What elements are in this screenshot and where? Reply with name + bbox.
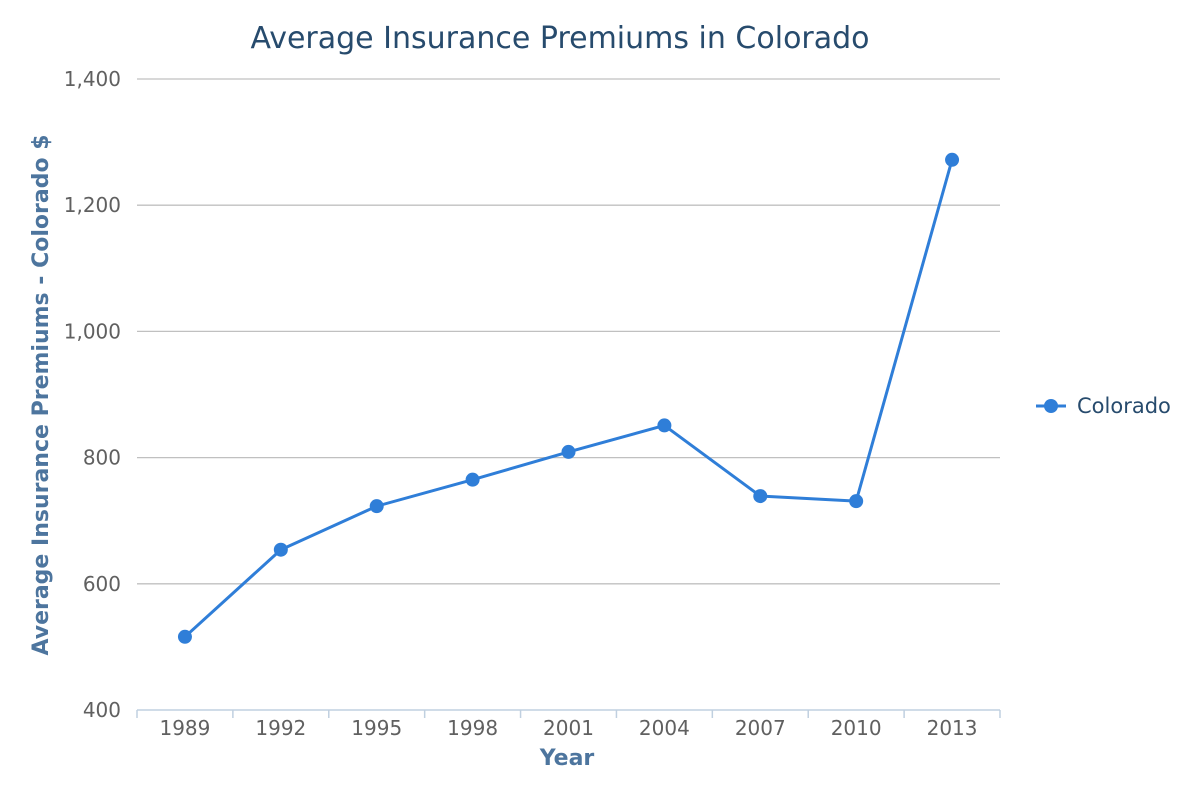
legend-label-colorado: Colorado (1077, 394, 1171, 418)
chart-title: Average Insurance Premiums in Colorado (250, 21, 869, 56)
x-axis: 1989 1992 1995 1998 2001 2004 2007 2010 2013 (136, 709, 1001, 740)
data-point (561, 444, 576, 459)
data-point (753, 489, 768, 504)
x-tick-label: 1998 (447, 716, 498, 740)
y-tick-label: 800 (83, 446, 121, 470)
y-tick-label: 1,400 (64, 67, 121, 91)
series-layer (177, 152, 960, 644)
data-point (945, 152, 960, 167)
data-point (465, 472, 480, 487)
data-point (369, 499, 384, 514)
y-tick-label: 1,200 (64, 193, 121, 217)
data-point (273, 542, 288, 557)
x-tick-label: 1995 (351, 716, 402, 740)
y-tick-label: 600 (83, 572, 121, 596)
y-axis-ticks: 400 600 800 1,000 1,200 1,400 (64, 67, 121, 722)
x-tick-label: 2001 (543, 716, 594, 740)
x-tick-label: 2007 (735, 716, 786, 740)
data-point (849, 494, 864, 509)
data-point (657, 418, 672, 433)
data-point (177, 629, 192, 644)
x-tick-label: 2010 (831, 716, 882, 740)
y-tick-label: 1,000 (64, 319, 121, 343)
y-axis-title: Average Insurance Premiums - Colorado $ (29, 134, 54, 655)
x-tick-label: 1992 (255, 716, 306, 740)
x-tick-label: 1989 (159, 716, 210, 740)
x-tick-label: 2004 (639, 716, 690, 740)
x-tick-label: 2013 (927, 716, 978, 740)
x-axis-title: Year (539, 746, 595, 771)
series-line-colorado (183, 159, 954, 638)
grid-lines (137, 78, 1000, 585)
y-tick-label: 400 (83, 698, 121, 722)
legend[interactable]: Colorado (1036, 394, 1171, 418)
legend-dot-marker (1044, 399, 1058, 413)
